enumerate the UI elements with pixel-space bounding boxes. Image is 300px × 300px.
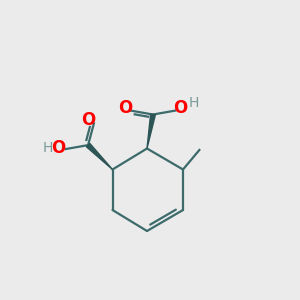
Text: O: O	[81, 111, 96, 129]
Text: O: O	[173, 99, 188, 117]
Text: O: O	[118, 99, 132, 117]
Polygon shape	[147, 114, 155, 148]
Text: H: H	[189, 96, 199, 110]
Text: H: H	[42, 141, 52, 155]
Polygon shape	[86, 143, 112, 170]
Text: O: O	[51, 139, 66, 157]
